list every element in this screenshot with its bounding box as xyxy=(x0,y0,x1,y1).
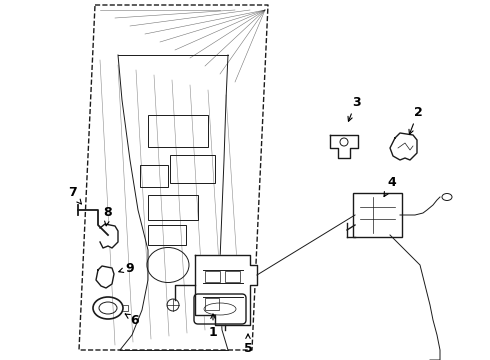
Bar xyxy=(148,195,198,220)
Text: 9: 9 xyxy=(119,261,134,274)
Text: 2: 2 xyxy=(409,105,422,134)
Text: 7: 7 xyxy=(68,186,81,204)
Text: 5: 5 xyxy=(244,334,252,355)
Bar xyxy=(148,225,186,245)
Polygon shape xyxy=(195,255,257,325)
Polygon shape xyxy=(390,133,417,160)
Bar xyxy=(225,271,240,282)
Bar xyxy=(170,155,215,183)
Bar xyxy=(205,271,220,282)
Polygon shape xyxy=(355,195,400,235)
Text: 6: 6 xyxy=(125,314,139,327)
Bar xyxy=(140,165,168,187)
Polygon shape xyxy=(96,266,114,288)
Text: 4: 4 xyxy=(384,176,396,197)
Text: 1: 1 xyxy=(209,314,218,338)
Text: 3: 3 xyxy=(348,95,360,121)
Polygon shape xyxy=(100,224,118,248)
Bar xyxy=(205,298,219,310)
Text: 8: 8 xyxy=(104,207,112,226)
Bar xyxy=(148,115,208,147)
